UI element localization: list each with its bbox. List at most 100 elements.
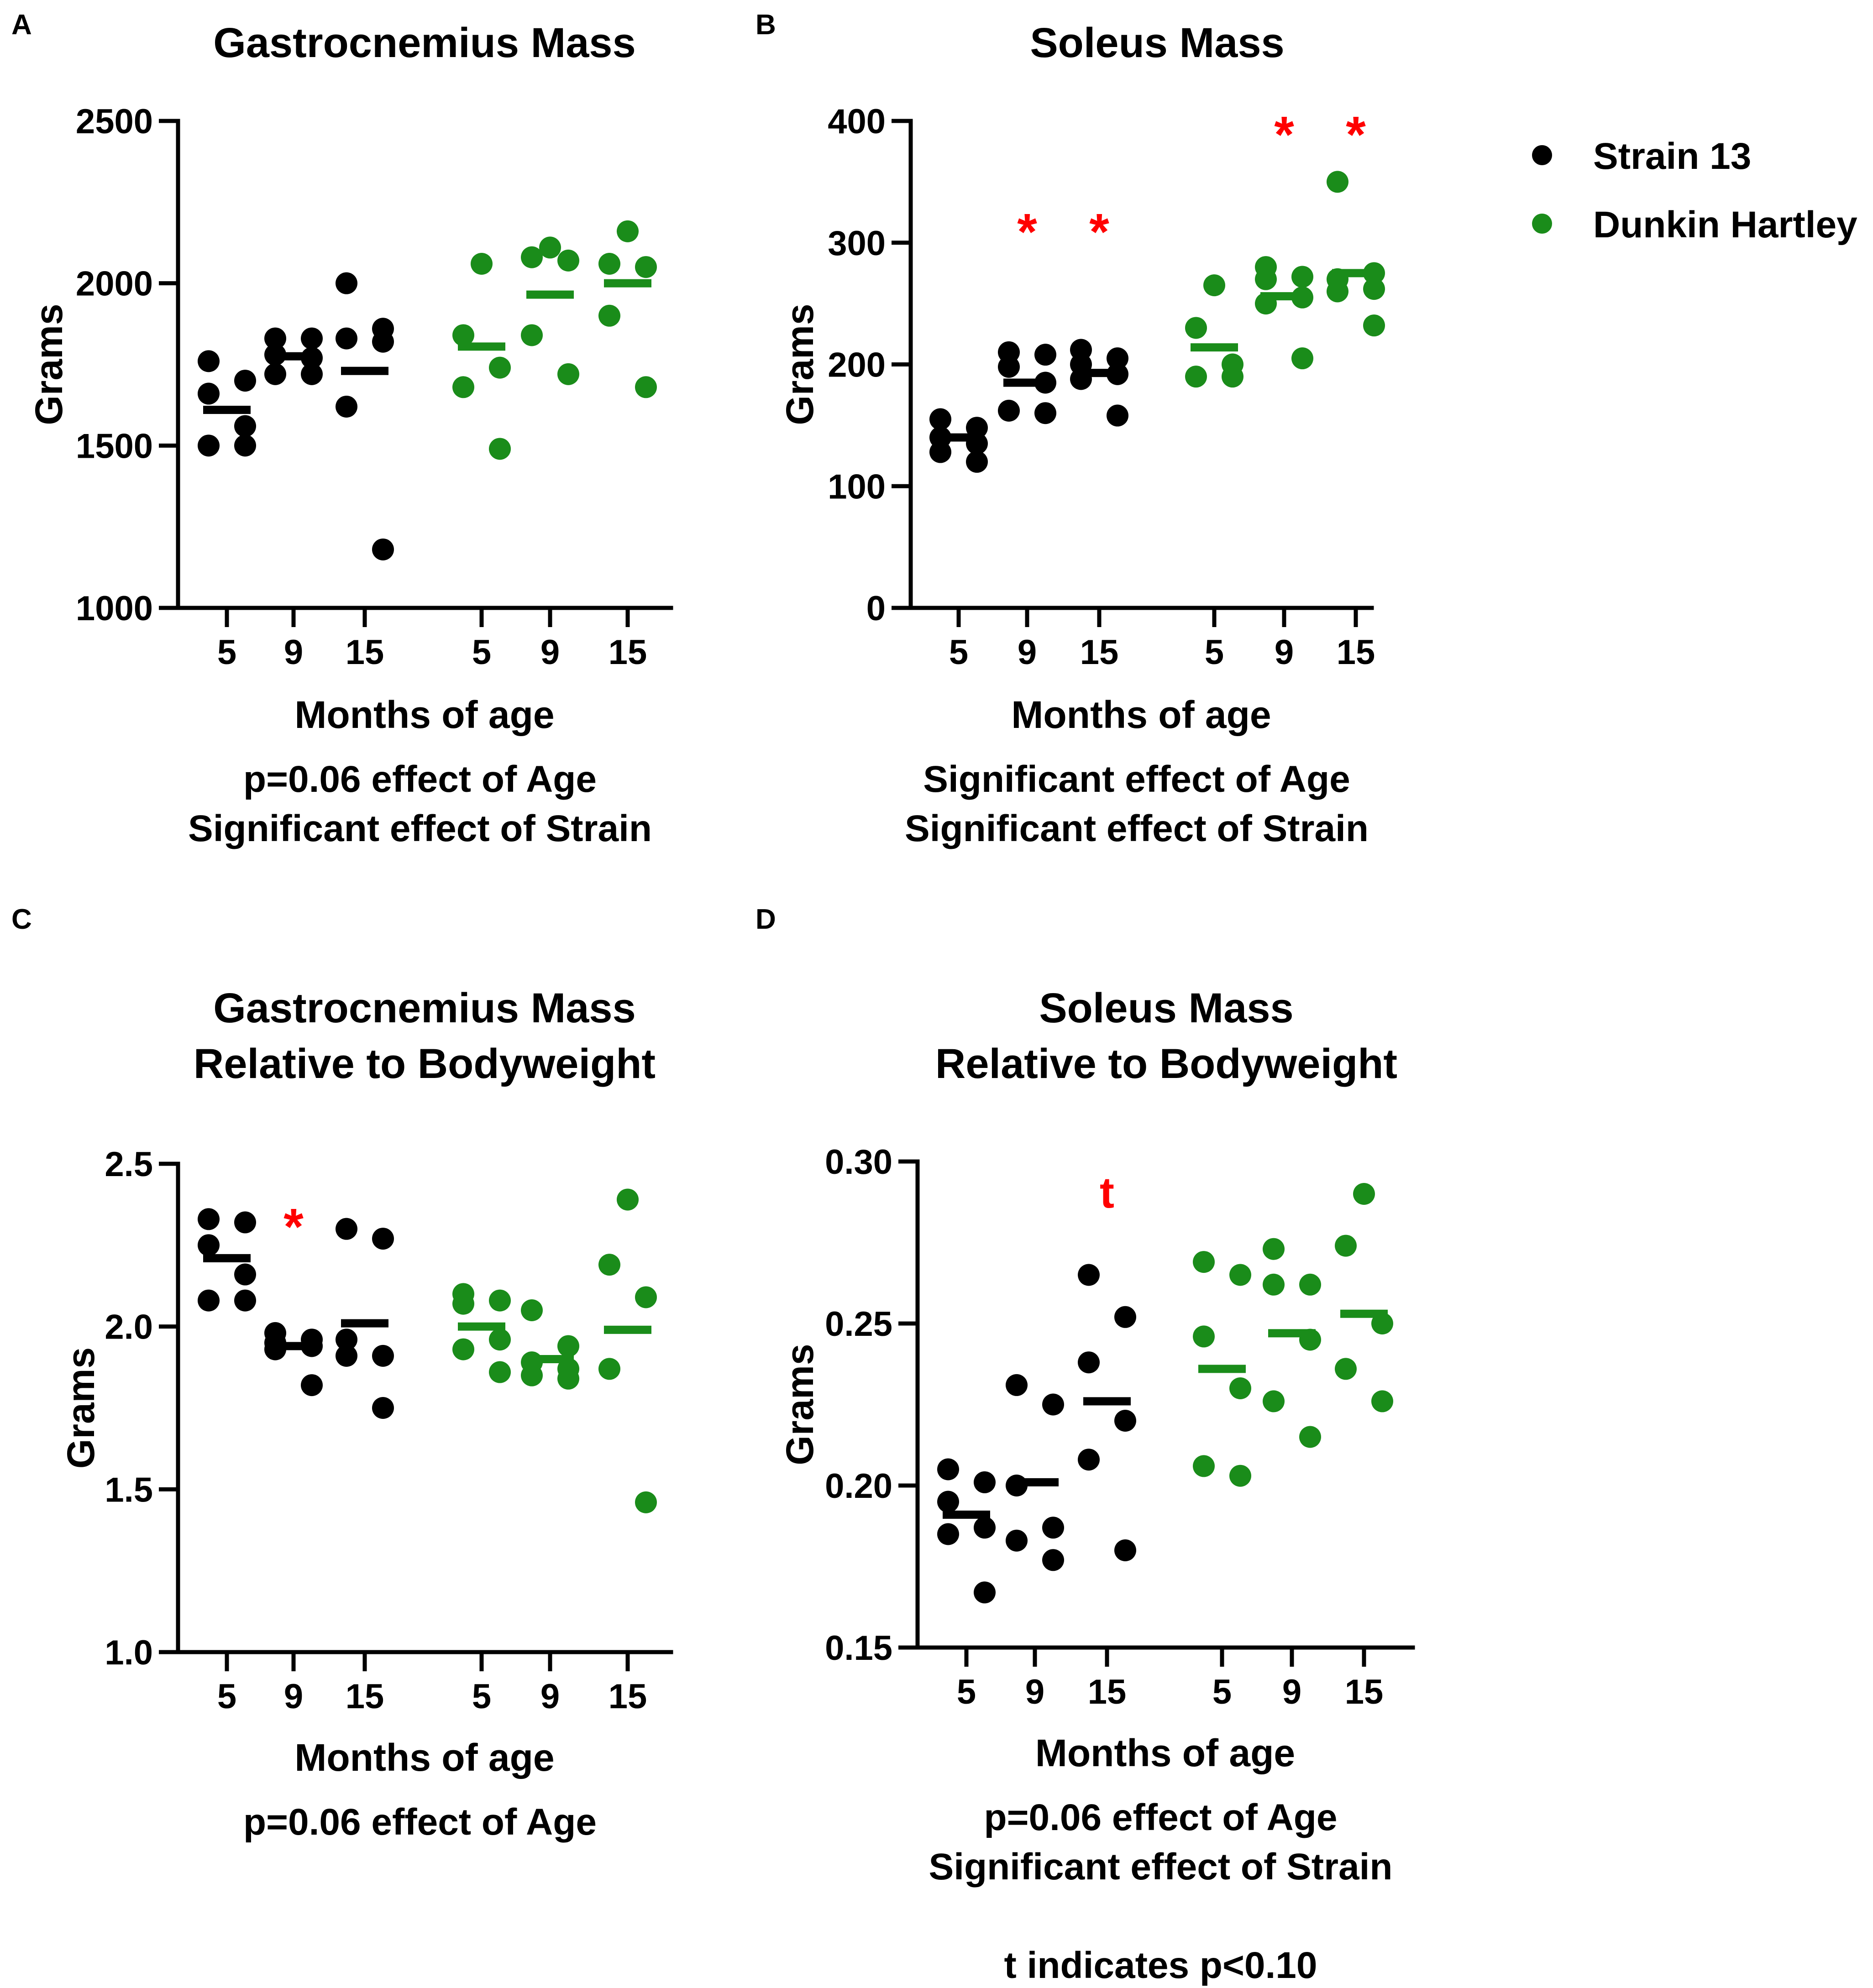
data-point xyxy=(635,1286,657,1308)
significance-marker: * xyxy=(1346,106,1366,163)
data-point xyxy=(1327,171,1348,193)
mean-bar xyxy=(604,1325,651,1334)
data-point xyxy=(1193,1325,1215,1348)
y-axis-label: Grams xyxy=(778,1344,821,1465)
chart-title: Relative to Bodyweight xyxy=(935,1041,1397,1087)
data-point xyxy=(372,1345,394,1367)
data-point xyxy=(198,434,220,457)
chart-title: Soleus Mass xyxy=(1030,20,1284,66)
data-point xyxy=(598,252,620,275)
data-point xyxy=(234,1289,256,1312)
data-point xyxy=(234,370,256,392)
data-point xyxy=(1078,1264,1100,1286)
stat-note: p=0.06 effect of Age xyxy=(243,1801,597,1843)
x-tick-label: 15 xyxy=(609,633,647,672)
panel-letter: C xyxy=(11,904,32,935)
data-point xyxy=(372,330,394,353)
data-point xyxy=(966,450,988,473)
panel-a: A Gastrocnemius Mass 1000 1500 2000 2500 Grams… xyxy=(11,9,673,849)
data-point xyxy=(1042,1549,1064,1571)
data-point xyxy=(234,434,256,457)
data-point xyxy=(301,1374,323,1397)
mean-bar xyxy=(943,1510,990,1519)
data-point xyxy=(1299,1273,1321,1296)
significance-marker: * xyxy=(283,1198,304,1255)
data-point xyxy=(336,1345,357,1367)
x-tick-label: 9 xyxy=(1275,633,1294,672)
data-point xyxy=(1042,1393,1064,1416)
panel-letter: D xyxy=(755,904,776,935)
mean-bar xyxy=(526,290,574,299)
data-point xyxy=(929,441,951,463)
data-point xyxy=(1229,1377,1251,1399)
panel-d: D Soleus Mass Relative to Bodyweight 0.15 0.… xyxy=(755,904,1415,1986)
data-point xyxy=(489,1329,511,1351)
x-tick-label: 5 xyxy=(1212,1673,1232,1711)
x-axis-label: Months of age xyxy=(1035,1732,1295,1774)
panel-letter: B xyxy=(755,9,776,41)
data-point xyxy=(489,438,511,460)
stat-note: p=0.06 effect of Age xyxy=(243,759,597,800)
mean-bar xyxy=(604,279,651,288)
x-tick-label: 9 xyxy=(1025,1673,1044,1711)
data-point xyxy=(336,1329,357,1351)
data-point xyxy=(998,356,1020,378)
mean-bar xyxy=(458,342,505,351)
legend-swatch xyxy=(1532,145,1552,165)
data-point xyxy=(521,1299,543,1321)
data-point xyxy=(1114,1410,1136,1432)
data-point xyxy=(1335,1358,1357,1380)
mean-bar xyxy=(458,1322,505,1331)
data-point xyxy=(937,1491,959,1513)
data-point xyxy=(198,350,220,372)
data-point xyxy=(1263,1273,1285,1296)
data-point xyxy=(1193,1455,1215,1477)
x-axis-label: Months of age xyxy=(1011,693,1271,736)
data-point xyxy=(635,256,657,278)
mean-bar xyxy=(270,1342,317,1350)
data-point xyxy=(198,382,220,405)
mean-bar xyxy=(1076,369,1123,377)
data-point xyxy=(336,395,357,418)
data-point xyxy=(198,1289,220,1312)
significance-marker: t xyxy=(1100,1168,1114,1217)
x-tick-label: 5 xyxy=(1205,633,1224,672)
data-point xyxy=(1255,268,1277,290)
legend-swatch xyxy=(1532,214,1552,234)
stat-note: t indicates p<0.10 xyxy=(1004,1945,1317,1986)
data-point xyxy=(1034,344,1056,366)
x-tick-label: 5 xyxy=(472,1677,491,1716)
y-tick-label: 0.30 xyxy=(825,1143,892,1182)
y-tick-label: 0 xyxy=(866,589,886,628)
x-axis-label: Months of age xyxy=(294,693,554,736)
x-tick-label: 15 xyxy=(346,1677,384,1716)
significance-marker: * xyxy=(1017,204,1037,261)
x-tick-label: 5 xyxy=(217,1677,236,1716)
data-point xyxy=(471,252,493,275)
data-point xyxy=(998,399,1020,422)
data-point xyxy=(489,356,511,379)
significance-marker: * xyxy=(1089,204,1109,261)
data-point xyxy=(452,324,474,346)
data-point xyxy=(1363,314,1385,337)
data-point xyxy=(635,376,657,398)
data-point xyxy=(1222,366,1243,388)
data-point xyxy=(598,1254,620,1276)
data-point xyxy=(1006,1529,1028,1552)
mean-bar xyxy=(1268,1329,1316,1338)
data-point xyxy=(1327,280,1348,303)
stat-note: p=0.06 effect of Age xyxy=(984,1797,1338,1838)
data-point xyxy=(372,1228,394,1250)
x-axis-label: Months of age xyxy=(294,1736,554,1779)
x-tick-label: 9 xyxy=(540,633,560,672)
data-point xyxy=(617,1188,639,1211)
mean-bar xyxy=(1340,1309,1388,1318)
data-point xyxy=(489,1289,511,1312)
data-point xyxy=(1229,1465,1251,1487)
mean-bar xyxy=(203,1254,251,1262)
data-point xyxy=(452,1292,474,1315)
data-point xyxy=(1299,1426,1321,1448)
x-tick-label: 9 xyxy=(1018,633,1037,672)
data-point xyxy=(452,1338,474,1360)
